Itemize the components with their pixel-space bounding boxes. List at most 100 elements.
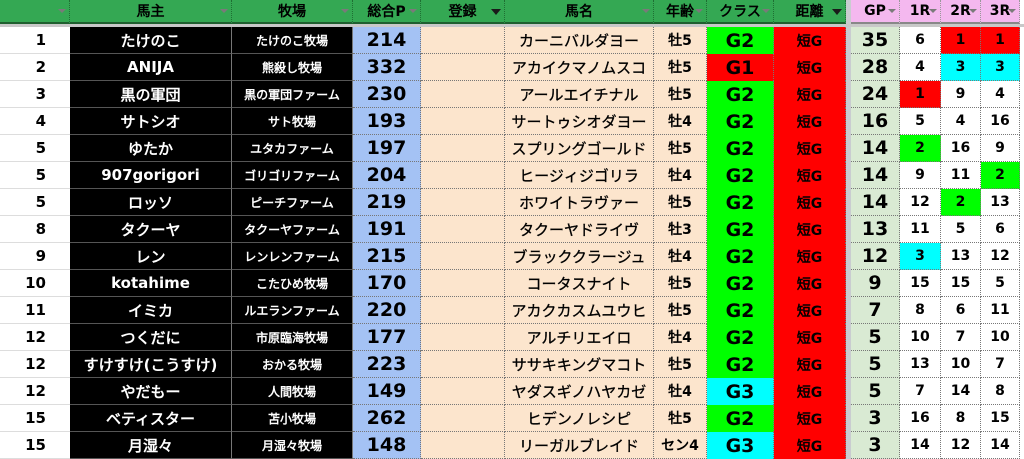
horse-name-cell[interactable]: カーニバルダヨー	[505, 27, 654, 54]
header-owner[interactable]: 馬主	[70, 0, 232, 24]
total-points-cell[interactable]: 214	[353, 27, 421, 54]
class-cell[interactable]: G2	[707, 324, 774, 351]
column-divider[interactable]	[846, 162, 851, 189]
round3-cell[interactable]: 1	[981, 27, 1020, 54]
owner-cell[interactable]: ベティスター	[70, 405, 232, 432]
registration-cell[interactable]	[421, 378, 505, 405]
round3-cell[interactable]: 5	[981, 270, 1020, 297]
ranch-cell[interactable]: ルエランファーム	[232, 297, 353, 324]
gp-cell[interactable]: 5	[851, 378, 900, 405]
registration-cell[interactable]	[421, 108, 505, 135]
round3-cell[interactable]: 4	[981, 81, 1020, 108]
ranch-cell[interactable]: こたひめ牧場	[232, 270, 353, 297]
column-divider[interactable]	[846, 351, 851, 378]
header-rank[interactable]	[0, 0, 70, 24]
distance-cell[interactable]: 短G	[774, 243, 846, 270]
round3-cell[interactable]: 13	[981, 189, 1020, 216]
ranch-cell[interactable]: ゴリゴリファーム	[232, 162, 353, 189]
class-cell[interactable]: G2	[707, 108, 774, 135]
ranch-cell[interactable]: たけのこ牧場	[232, 27, 353, 54]
rank-cell[interactable]: 15	[0, 432, 70, 459]
total-points-cell[interactable]: 262	[353, 405, 421, 432]
distance-cell[interactable]: 短G	[774, 351, 846, 378]
registration-cell[interactable]	[421, 189, 505, 216]
column-divider[interactable]	[846, 189, 851, 216]
total-points-cell[interactable]: 219	[353, 189, 421, 216]
ranch-cell[interactable]: 苫小牧場	[232, 405, 353, 432]
round1-cell[interactable]: 10	[900, 324, 941, 351]
column-divider[interactable]	[846, 405, 851, 432]
column-divider[interactable]	[846, 54, 851, 81]
age-cell[interactable]: 牡4	[654, 378, 707, 405]
header-total-points[interactable]: 総合P	[353, 0, 421, 24]
round1-cell[interactable]: 8	[900, 297, 941, 324]
registration-cell[interactable]	[421, 135, 505, 162]
distance-cell[interactable]: 短G	[774, 270, 846, 297]
round3-cell[interactable]: 3	[981, 54, 1020, 81]
ranch-cell[interactable]: 人間牧場	[232, 378, 353, 405]
round1-cell[interactable]: 5	[900, 108, 941, 135]
round2-cell[interactable]: 14	[941, 378, 981, 405]
owner-cell[interactable]: イミカ	[70, 297, 232, 324]
round1-cell[interactable]: 2	[900, 135, 941, 162]
total-points-cell[interactable]: 215	[353, 243, 421, 270]
header-r2[interactable]: 2R	[941, 0, 981, 24]
class-cell[interactable]: G2	[707, 81, 774, 108]
total-points-cell[interactable]: 204	[353, 162, 421, 189]
rank-cell[interactable]: 3	[0, 81, 70, 108]
owner-cell[interactable]: レン	[70, 243, 232, 270]
ranch-cell[interactable]: レンレンファーム	[232, 243, 353, 270]
owner-cell[interactable]: 907gorigori	[70, 162, 232, 189]
rank-cell[interactable]: 12	[0, 351, 70, 378]
age-cell[interactable]: 牡4	[654, 243, 707, 270]
column-divider[interactable]	[846, 81, 851, 108]
age-cell[interactable]: 牡5	[654, 135, 707, 162]
round3-cell[interactable]: 16	[981, 108, 1020, 135]
header-gp[interactable]: GP	[851, 0, 900, 24]
owner-cell[interactable]: つくだに	[70, 324, 232, 351]
column-divider[interactable]	[846, 108, 851, 135]
registration-cell[interactable]	[421, 432, 505, 459]
owner-cell[interactable]: やだもー	[70, 378, 232, 405]
column-divider[interactable]	[846, 324, 851, 351]
owner-cell[interactable]: サトシオ	[70, 108, 232, 135]
round2-cell[interactable]: 8	[941, 405, 981, 432]
column-divider[interactable]	[846, 135, 851, 162]
owner-cell[interactable]: ロッソ	[70, 189, 232, 216]
horse-name-cell[interactable]: アルチリエイロ	[505, 324, 654, 351]
rank-cell[interactable]: 10	[0, 270, 70, 297]
registration-cell[interactable]	[421, 162, 505, 189]
class-cell[interactable]: G1	[707, 54, 774, 81]
gp-cell[interactable]: 7	[851, 297, 900, 324]
age-cell[interactable]: 牡4	[654, 108, 707, 135]
gp-cell[interactable]: 14	[851, 162, 900, 189]
filter-active-icon[interactable]	[491, 9, 501, 15]
owner-cell[interactable]: すけすけ(こうすけ)	[70, 351, 232, 378]
round3-cell[interactable]: 10	[981, 324, 1020, 351]
round3-cell[interactable]: 2	[981, 162, 1020, 189]
column-divider[interactable]	[846, 27, 851, 54]
rank-cell[interactable]: 1	[0, 27, 70, 54]
filter-dropdown-icon[interactable]	[888, 9, 896, 13]
round1-cell[interactable]: 6	[900, 27, 941, 54]
rank-cell[interactable]: 15	[0, 405, 70, 432]
ranch-cell[interactable]: ピーチファーム	[232, 189, 353, 216]
round1-cell[interactable]: 15	[900, 270, 941, 297]
registration-cell[interactable]	[421, 270, 505, 297]
total-points-cell[interactable]: 148	[353, 432, 421, 459]
filter-dropdown-icon[interactable]	[642, 9, 650, 13]
registration-cell[interactable]	[421, 324, 505, 351]
total-points-cell[interactable]: 197	[353, 135, 421, 162]
round2-cell[interactable]: 10	[941, 351, 981, 378]
total-points-cell[interactable]: 170	[353, 270, 421, 297]
rank-cell[interactable]: 4	[0, 108, 70, 135]
total-points-cell[interactable]: 230	[353, 81, 421, 108]
class-cell[interactable]: G2	[707, 189, 774, 216]
registration-cell[interactable]	[421, 81, 505, 108]
distance-cell[interactable]: 短G	[774, 54, 846, 81]
class-cell[interactable]: G2	[707, 135, 774, 162]
round2-cell[interactable]: 13	[941, 243, 981, 270]
distance-cell[interactable]: 短G	[774, 216, 846, 243]
gp-cell[interactable]: 16	[851, 108, 900, 135]
ranch-cell[interactable]: サト牧場	[232, 108, 353, 135]
